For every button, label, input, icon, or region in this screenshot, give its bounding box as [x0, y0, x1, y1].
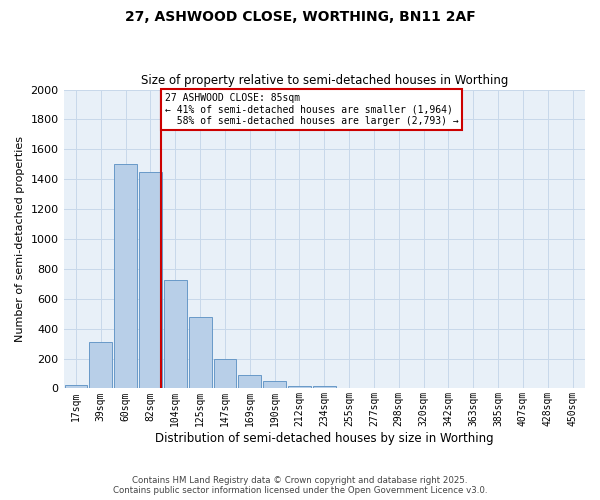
Bar [164, 280, 187, 388]
Text: 27, ASHWOOD CLOSE, WORTHING, BN11 2AF: 27, ASHWOOD CLOSE, WORTHING, BN11 2AF [125, 10, 475, 24]
Text: Contains HM Land Registry data © Crown copyright and database right 2025.
Contai: Contains HM Land Registry data © Crown c… [113, 476, 487, 495]
Title: Size of property relative to semi-detached houses in Worthing: Size of property relative to semi-detach… [140, 74, 508, 87]
Bar [139, 172, 162, 388]
Bar [238, 375, 261, 388]
Bar [188, 316, 212, 388]
Text: 27 ASHWOOD CLOSE: 85sqm
← 41% of semi-detached houses are smaller (1,964)
  58% : 27 ASHWOOD CLOSE: 85sqm ← 41% of semi-de… [164, 92, 458, 126]
Bar [114, 164, 137, 388]
Y-axis label: Number of semi-detached properties: Number of semi-detached properties [15, 136, 25, 342]
Bar [313, 386, 335, 388]
Bar [288, 386, 311, 388]
Bar [89, 342, 112, 388]
Bar [65, 386, 88, 388]
Bar [263, 381, 286, 388]
X-axis label: Distribution of semi-detached houses by size in Worthing: Distribution of semi-detached houses by … [155, 432, 494, 445]
Bar [214, 358, 236, 388]
